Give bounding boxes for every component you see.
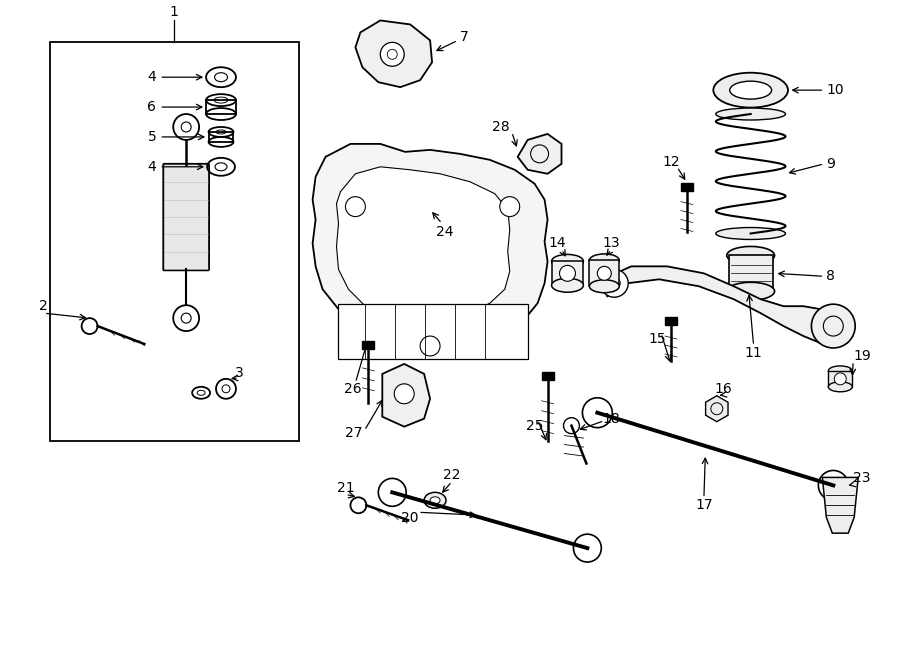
Ellipse shape [714, 73, 788, 108]
Text: 13: 13 [602, 237, 620, 251]
Bar [206, 100, 236, 114]
Ellipse shape [828, 382, 852, 392]
Text: 18: 18 [602, 412, 620, 426]
Bar [681, 182, 693, 190]
Bar [665, 317, 677, 325]
Circle shape [346, 197, 365, 217]
Polygon shape [823, 477, 859, 533]
Circle shape [573, 534, 601, 562]
Bar [729, 255, 772, 292]
Circle shape [381, 42, 404, 66]
Text: 2: 2 [40, 299, 49, 313]
Bar [209, 132, 233, 142]
Ellipse shape [716, 108, 786, 120]
Text: 5: 5 [148, 130, 157, 144]
Polygon shape [337, 167, 509, 321]
Ellipse shape [716, 227, 786, 239]
Ellipse shape [727, 282, 775, 300]
Text: 28: 28 [492, 120, 509, 134]
Circle shape [598, 266, 611, 280]
Bar [552, 261, 583, 286]
Bar [542, 372, 554, 380]
Circle shape [812, 304, 855, 348]
Text: 11: 11 [745, 346, 762, 360]
Polygon shape [518, 134, 562, 174]
Ellipse shape [424, 492, 446, 508]
Bar [363, 341, 374, 349]
Text: 17: 17 [695, 498, 713, 512]
Polygon shape [604, 266, 841, 346]
Text: 10: 10 [826, 83, 844, 97]
Circle shape [818, 471, 848, 500]
Text: 4: 4 [148, 70, 157, 84]
Circle shape [500, 197, 519, 217]
Text: 19: 19 [853, 349, 871, 363]
Text: 27: 27 [345, 426, 363, 440]
Text: 26: 26 [344, 382, 361, 396]
Circle shape [834, 373, 846, 385]
Circle shape [560, 265, 575, 282]
Text: 15: 15 [648, 332, 666, 346]
Circle shape [420, 336, 440, 356]
Circle shape [582, 398, 612, 428]
Polygon shape [312, 144, 547, 343]
Text: 4: 4 [148, 160, 157, 174]
Text: 14: 14 [549, 237, 566, 251]
Bar [590, 260, 619, 286]
Text: 16: 16 [715, 382, 733, 396]
Text: 3: 3 [235, 366, 243, 380]
Ellipse shape [430, 497, 440, 504]
Text: 21: 21 [337, 481, 355, 495]
Text: 20: 20 [401, 511, 419, 525]
Polygon shape [382, 364, 430, 426]
Text: 7: 7 [460, 30, 469, 44]
Text: 1: 1 [170, 5, 179, 19]
Circle shape [378, 479, 406, 506]
Text: 24: 24 [436, 225, 454, 239]
Text: 12: 12 [662, 155, 680, 169]
Text: 22: 22 [443, 469, 461, 483]
Ellipse shape [727, 247, 775, 264]
Text: 6: 6 [148, 100, 157, 114]
Bar [828, 371, 852, 387]
Bar [50, 42, 299, 441]
Ellipse shape [730, 81, 771, 99]
Polygon shape [356, 20, 432, 87]
Circle shape [394, 384, 414, 404]
Text: 9: 9 [826, 157, 835, 171]
Text: 25: 25 [526, 418, 544, 433]
Ellipse shape [590, 254, 619, 267]
FancyBboxPatch shape [163, 164, 209, 270]
Circle shape [600, 269, 628, 297]
Text: 8: 8 [826, 269, 835, 284]
Ellipse shape [828, 366, 852, 376]
Bar [338, 304, 527, 359]
Text: 23: 23 [853, 471, 870, 485]
Ellipse shape [552, 254, 583, 268]
Ellipse shape [552, 278, 583, 292]
Ellipse shape [590, 280, 619, 293]
Polygon shape [706, 396, 728, 422]
